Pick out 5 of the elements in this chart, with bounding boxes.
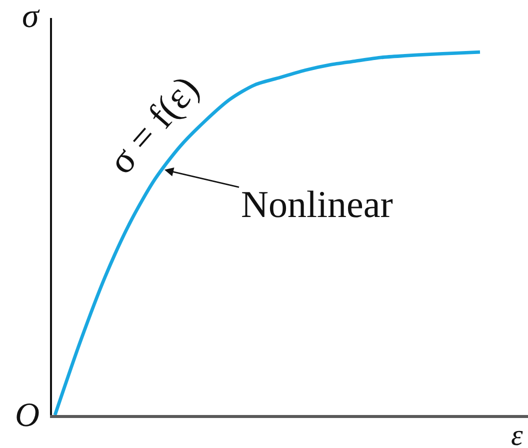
annotation: σ = f(ε) (100, 68, 208, 182)
annotation: Nonlinear (241, 184, 394, 226)
x-axis-title: ε (511, 419, 523, 448)
y-axis-title: σ (22, 0, 40, 35)
text: O (15, 397, 40, 434)
